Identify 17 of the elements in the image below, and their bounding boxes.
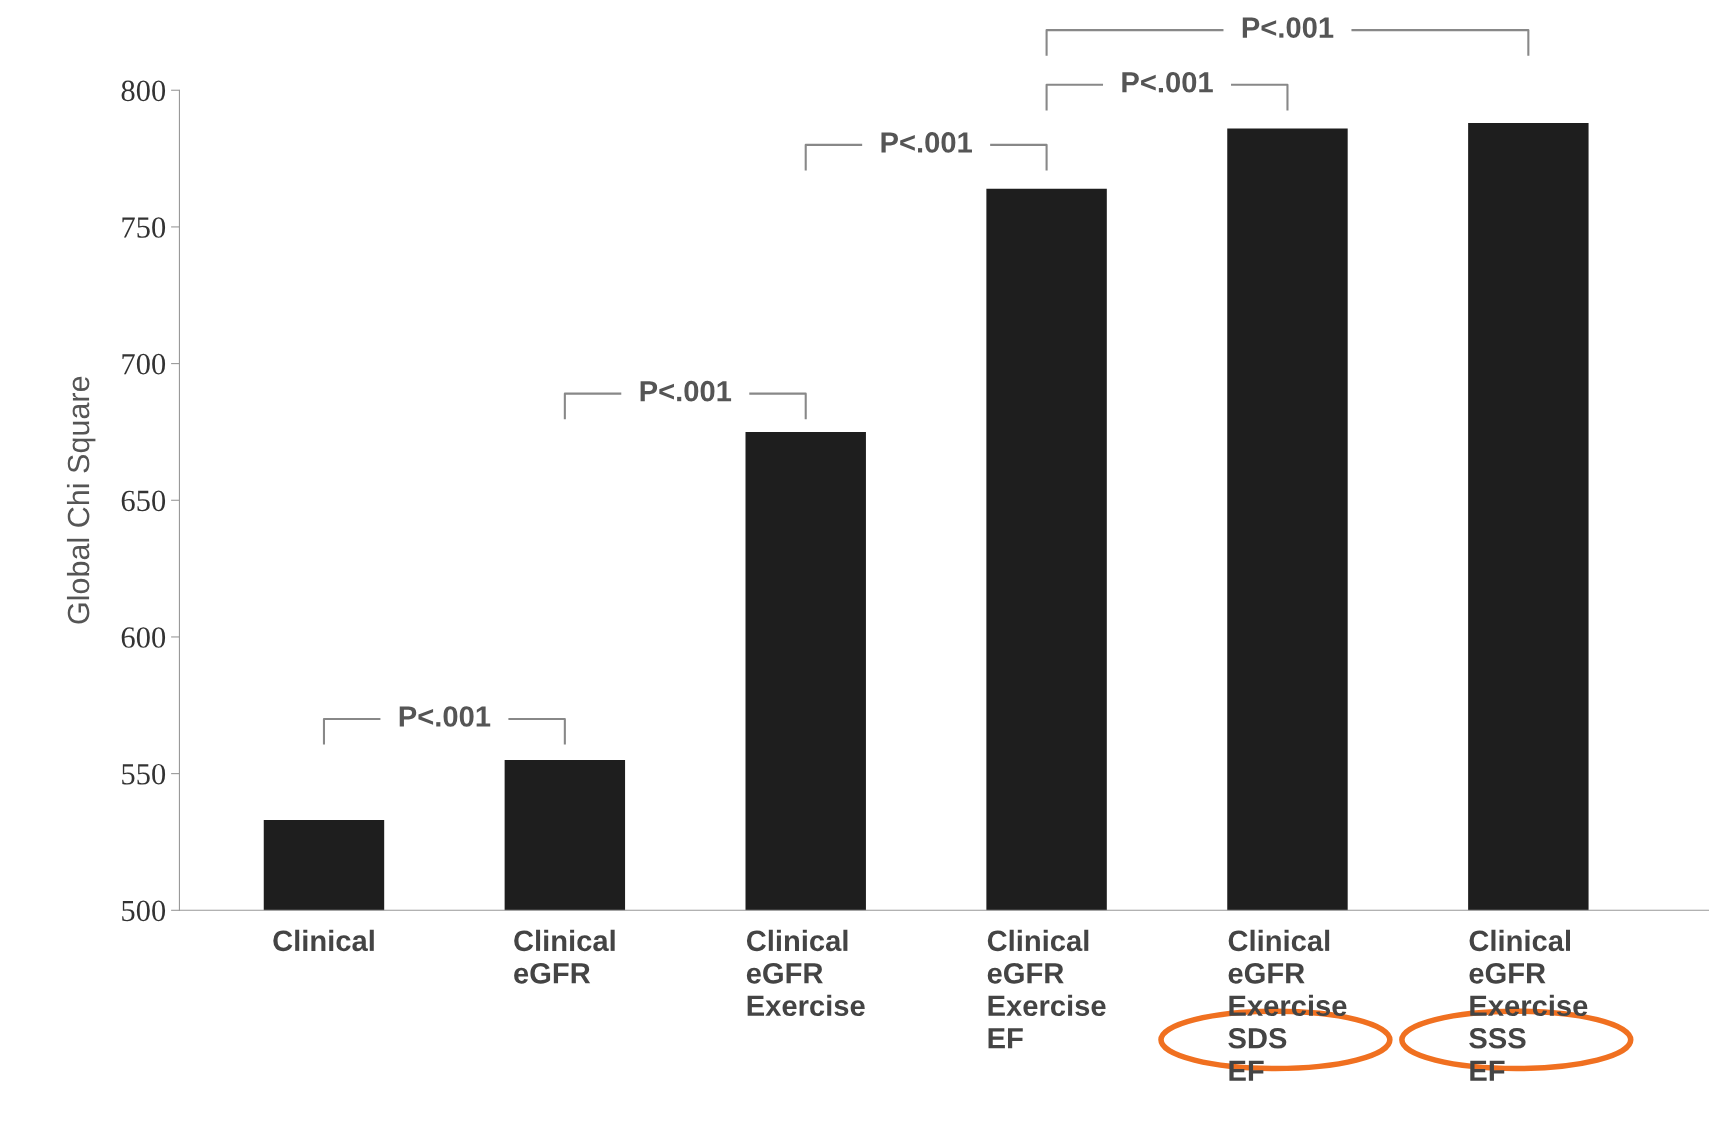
x-tick-label: Clinical bbox=[273, 929, 374, 952]
y-tick-label: 800 bbox=[121, 80, 166, 102]
y-axis-title: Global Chi Square bbox=[66, 376, 96, 624]
annotation: P<.001 bbox=[640, 380, 732, 402]
y-tick-label: 500 bbox=[122, 900, 166, 922]
y-tick-label: 550 bbox=[122, 763, 166, 785]
annotation: P<.001 bbox=[399, 706, 491, 727]
y-tick-label: 600 bbox=[121, 627, 166, 648]
text: P<.001 bbox=[1242, 17, 1334, 38]
annotation: P<.001 bbox=[881, 132, 972, 153]
annotation: P<.001 bbox=[1122, 71, 1213, 93]
x-tick-label: Clinical eGFR Exercise bbox=[746, 929, 865, 1017]
y-tick-label: 750 bbox=[122, 217, 166, 238]
y-tick-label: 650 bbox=[121, 490, 166, 512]
x-tick-label: Clinical eGFR bbox=[514, 929, 615, 984]
y-tick-label: 700 bbox=[122, 353, 166, 375]
x-tick-label: Clinical eGFR Exercise EF bbox=[987, 929, 1106, 1049]
